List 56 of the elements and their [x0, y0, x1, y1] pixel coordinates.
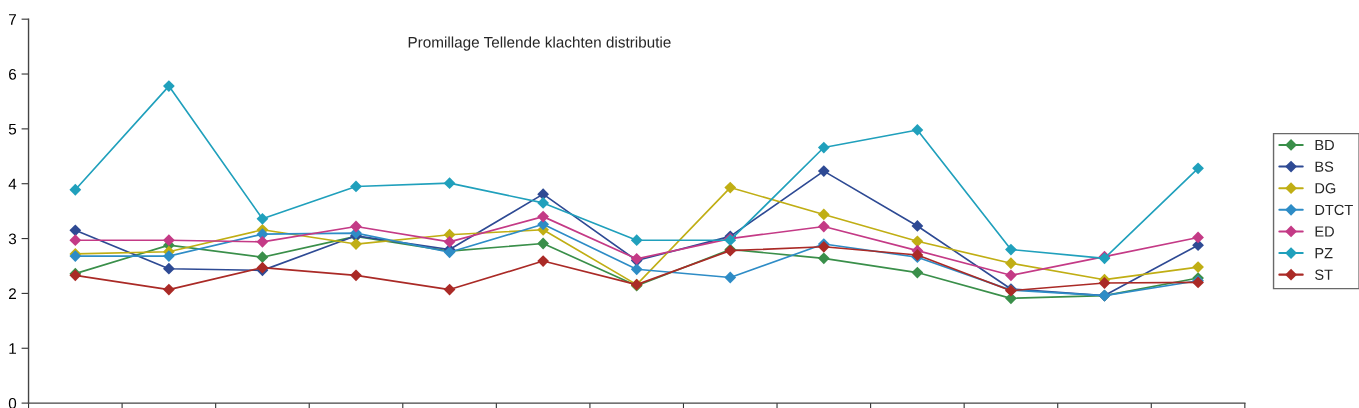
point [911, 220, 924, 232]
point [69, 234, 82, 247]
point [69, 224, 82, 237]
text: Promillage Tellende klachten distributie [408, 36, 671, 51]
point [630, 234, 643, 247]
point [724, 271, 737, 284]
legend-label: DG [1315, 183, 1336, 194]
point [162, 234, 175, 247]
point [256, 251, 269, 264]
point [630, 263, 643, 276]
point [817, 141, 830, 154]
point [1192, 231, 1204, 244]
point [1005, 257, 1017, 270]
y-tick-label: 3 [8, 233, 17, 245]
legend-label: PZ [1315, 248, 1333, 259]
point [443, 177, 456, 190]
y-tick-label: 4 [8, 178, 17, 190]
y-tick-label: 6 [9, 68, 17, 80]
y-tick-label: 0 [8, 397, 17, 408]
point [817, 208, 830, 221]
point [911, 266, 924, 279]
point [817, 220, 830, 233]
point [350, 180, 362, 193]
legend-label: BS [1315, 161, 1334, 172]
point [162, 250, 175, 263]
point [162, 283, 175, 296]
point [350, 220, 362, 233]
y-tick-label: 5 [8, 123, 17, 135]
point [69, 183, 82, 196]
point [537, 197, 550, 209]
point [1192, 261, 1204, 273]
point [256, 235, 269, 248]
point [1005, 269, 1017, 282]
legend-label: BD [1315, 140, 1334, 151]
point [537, 237, 550, 250]
point [724, 181, 737, 194]
point [537, 210, 550, 223]
point [162, 80, 175, 92]
point [817, 165, 830, 177]
legend-label: ST [1315, 269, 1333, 280]
point [443, 235, 456, 248]
point [1005, 243, 1017, 256]
legend-label: DTCT [1315, 204, 1353, 216]
point [1192, 162, 1204, 175]
point [817, 252, 830, 265]
y-tick-label: 1 [9, 343, 16, 354]
point [911, 124, 924, 136]
point [162, 262, 175, 275]
point [537, 255, 550, 267]
point [256, 212, 269, 225]
y-tick-label: 7 [9, 14, 16, 25]
point [350, 269, 362, 282]
point [1098, 277, 1111, 289]
legend-label: ED [1315, 226, 1334, 237]
point [443, 283, 456, 296]
y-tick-label: 2 [9, 288, 16, 299]
